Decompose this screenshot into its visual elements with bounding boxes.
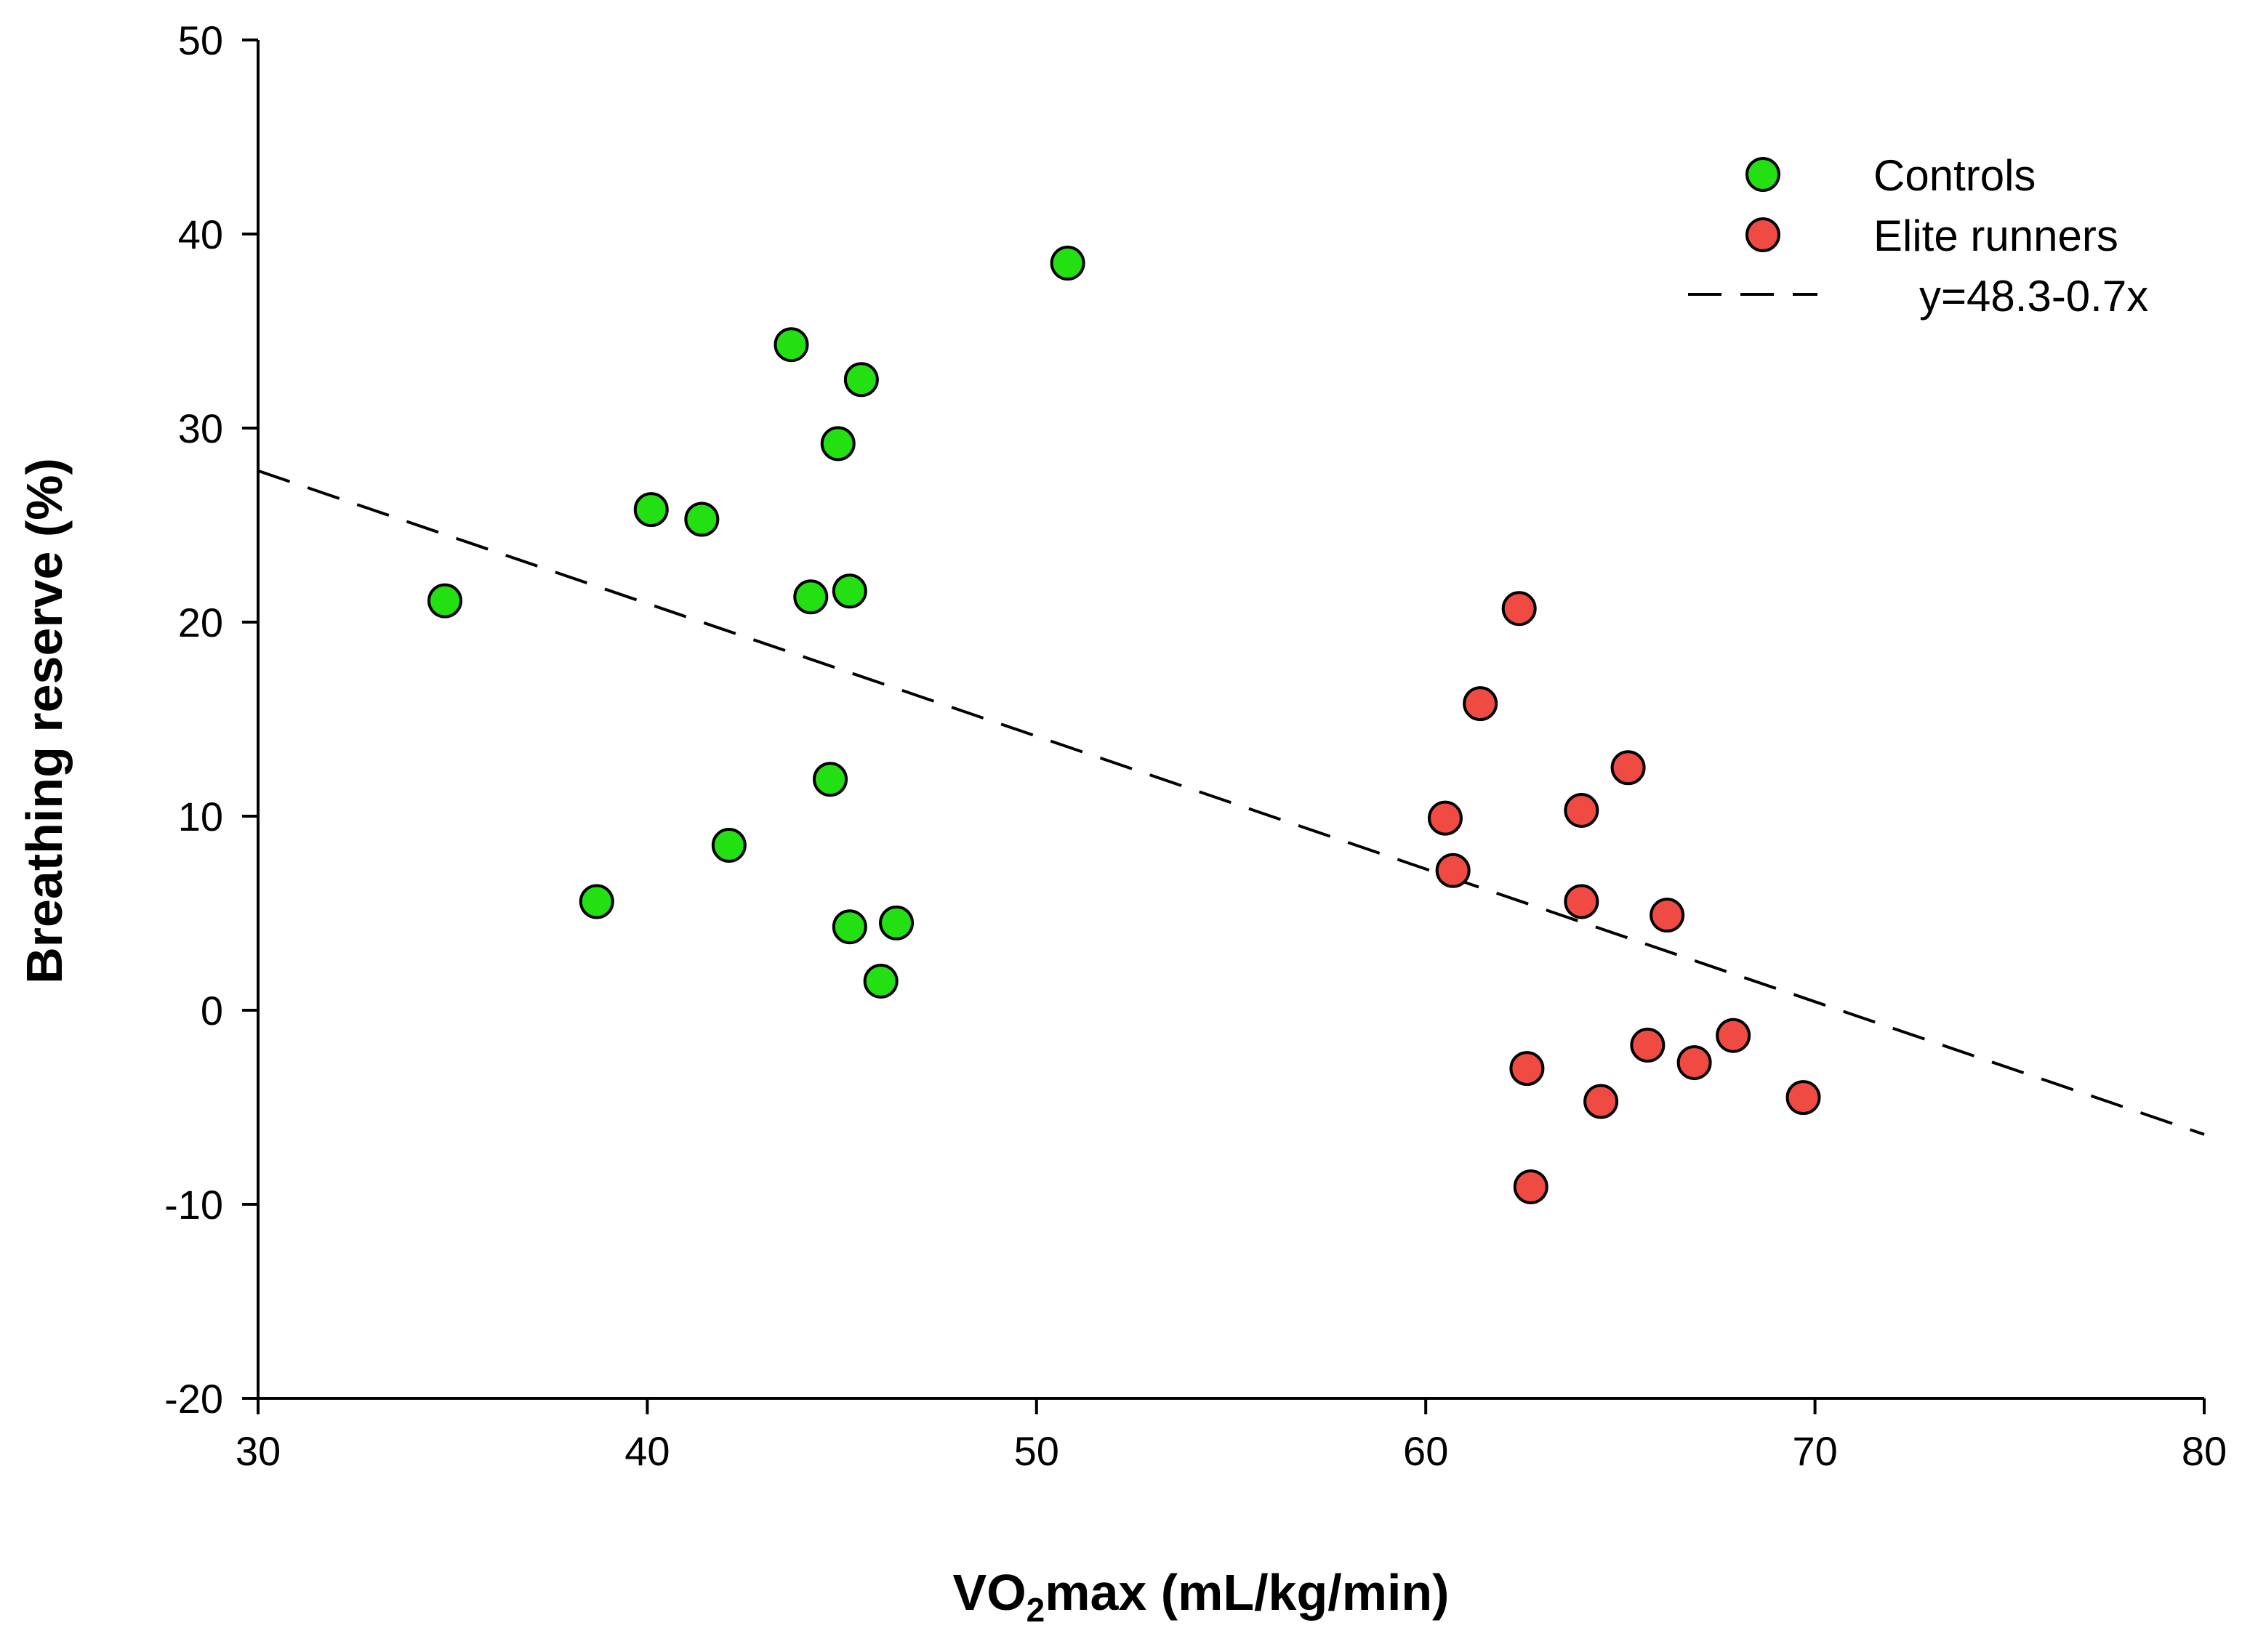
elite-runner-point [1564, 792, 1599, 828]
x-axis-title: VO2max (mL/kg/min) [953, 1564, 1450, 1629]
elite-runner-point [1501, 591, 1537, 626]
elite-runner-point [1676, 1045, 1712, 1081]
x-axis-ticks: 30 40 50 60 70 80 [236, 1398, 2227, 1474]
elite-runner-point [1513, 1169, 1548, 1204]
y-axis-ticks: -20 -10 0 10 20 30 40 50 [164, 17, 258, 1422]
x-axis-title-subscript: 2 [1026, 1591, 1045, 1629]
elite-runner-point [1630, 1028, 1666, 1063]
control-point [711, 828, 747, 863]
elite-runner-point [1435, 853, 1471, 888]
control-point [684, 501, 720, 537]
control-point [820, 426, 856, 462]
x-tick-label: 40 [624, 1428, 670, 1474]
y-tick-label: 40 [178, 211, 223, 257]
elite-runner-point [1610, 750, 1646, 786]
control-point [863, 963, 899, 999]
x-tick-label: 30 [236, 1428, 281, 1474]
elite-runner-point [1716, 1018, 1751, 1053]
control-point [1050, 246, 1085, 281]
y-tick-label: 30 [178, 406, 223, 451]
x-tick-label: 70 [1792, 1428, 1837, 1474]
elite-runner-point [1509, 1051, 1545, 1087]
control-point [843, 362, 879, 398]
control-point [832, 573, 867, 609]
control-point [793, 579, 829, 615]
elite-runner-point [1583, 1084, 1619, 1119]
control-point [813, 762, 848, 797]
legend-label-regression: y=48.3-0.7x [1919, 272, 2148, 321]
control-point [633, 492, 669, 528]
control-point [832, 909, 867, 945]
axes [257, 40, 2204, 1400]
control-point [879, 905, 915, 940]
legend-marker-controls [1745, 157, 1780, 192]
legend-label-controls: Controls [1873, 151, 2036, 200]
elite-runner-point [1785, 1080, 1821, 1116]
y-tick-label: 10 [178, 794, 223, 839]
elite-runner-point [1650, 898, 1685, 933]
elite-runner-point [1463, 686, 1498, 722]
x-tick-label: 60 [1403, 1428, 1448, 1474]
control-point [579, 884, 614, 919]
legend-label-elite-runners: Elite runners [1873, 211, 2118, 260]
y-tick-label: 20 [178, 600, 223, 645]
elite-runner-point [1427, 800, 1463, 836]
control-point [774, 327, 809, 363]
legend-marker-elite-runners [1745, 217, 1780, 252]
y-tick-label: -20 [164, 1376, 223, 1422]
y-tick-label: 0 [201, 988, 223, 1033]
x-axis-title-main: VO [953, 1564, 1026, 1621]
x-tick-label: 50 [1014, 1428, 1059, 1474]
y-tick-label: -10 [164, 1182, 223, 1228]
data-points [427, 246, 1821, 1204]
x-tick-label: 80 [2182, 1428, 2227, 1474]
x-axis-title-rest: max (mL/kg/min) [1045, 1564, 1449, 1621]
regression-line [257, 469, 2205, 1136]
control-point [427, 583, 462, 619]
y-tick-label: 50 [178, 17, 223, 63]
y-axis-title: Breathing reserve (%) [16, 458, 73, 984]
elite-runner-point [1564, 884, 1599, 919]
legend: Controls Elite runners y=48.3-0.7x [1688, 151, 2148, 321]
